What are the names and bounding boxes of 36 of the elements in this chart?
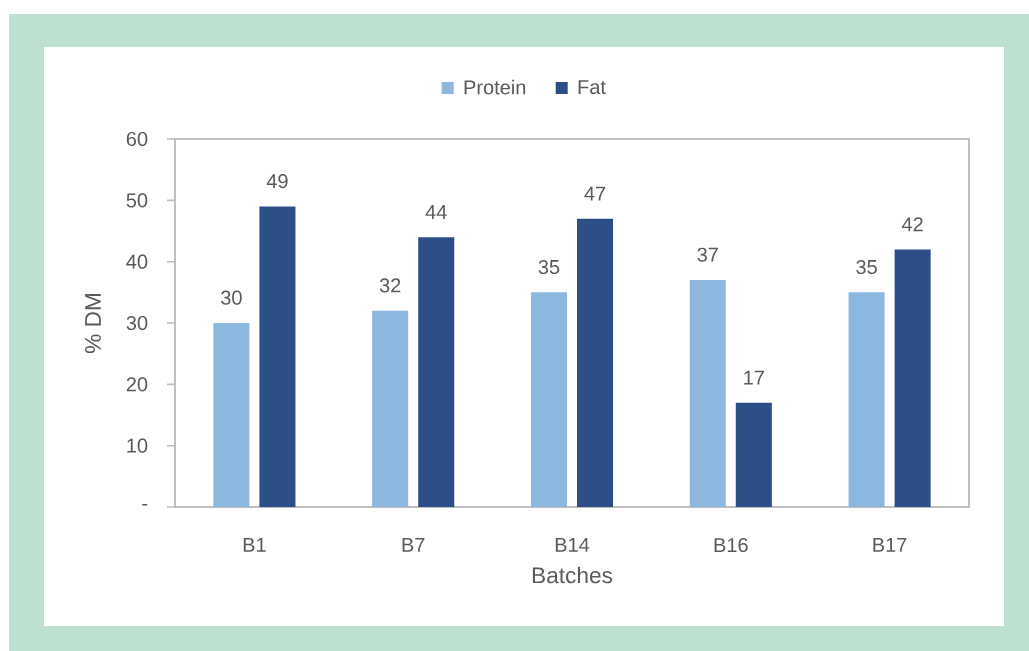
x-tick-label: B7: [402, 537, 425, 552]
data-label: 35: [856, 259, 877, 275]
data-label: 35: [538, 259, 560, 275]
data-label: 44: [425, 205, 447, 219]
data-label: 32: [379, 278, 401, 293]
bar: [689, 280, 726, 508]
x-tick-label: B17: [873, 537, 907, 552]
y-tick-label: 10: [127, 438, 148, 453]
bar: [418, 237, 455, 508]
y-tick-label: -: [142, 503, 148, 506]
bar: [577, 218, 614, 508]
y-tick-label: 60: [126, 131, 148, 147]
data-label: 47: [584, 186, 606, 201]
data-label: 49: [266, 174, 288, 189]
y-tick-label: 40: [126, 254, 148, 269]
bar: [213, 323, 250, 508]
bar: [530, 292, 567, 508]
y-tick-label: 50: [126, 193, 148, 208]
x-tick-label: B1: [243, 537, 266, 552]
y-axis-title: % DM: [85, 294, 101, 354]
bar: [259, 206, 296, 508]
data-label: 17: [744, 370, 764, 385]
bar: [894, 249, 931, 508]
y-tick-label: 20: [126, 377, 148, 392]
legend-label: Protein: [464, 79, 526, 95]
data-label: 30: [221, 290, 242, 305]
legend-label: Fat: [578, 80, 606, 95]
bar: [372, 310, 409, 508]
y-tick-label: 30: [126, 315, 148, 331]
bar: [848, 292, 885, 508]
data-label: 37: [697, 247, 718, 262]
x-tick-label: B14: [555, 537, 590, 552]
data-label: 42: [901, 217, 923, 232]
bar: [735, 402, 772, 508]
x-tick-label: B16: [714, 537, 748, 553]
x-axis-title: Batches: [532, 566, 613, 584]
